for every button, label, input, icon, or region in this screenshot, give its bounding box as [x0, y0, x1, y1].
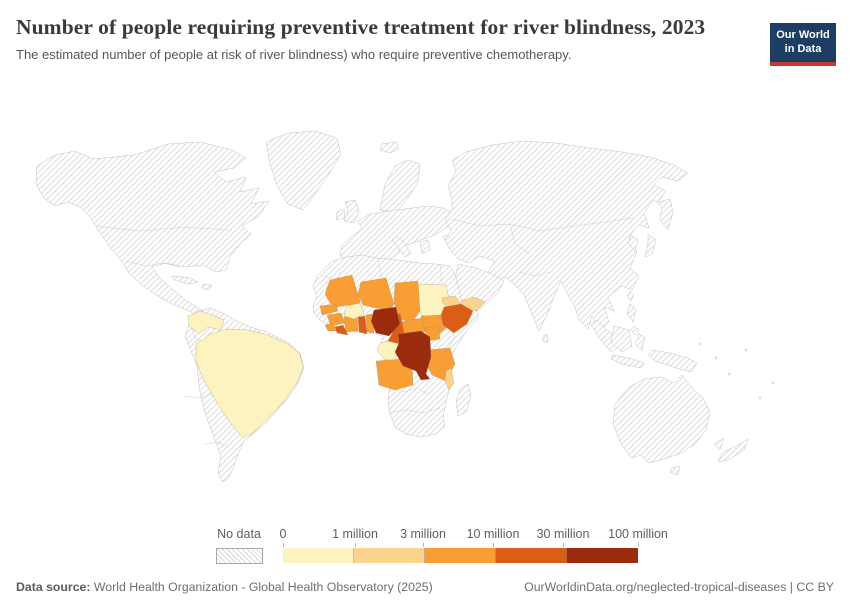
attribution-link[interactable]: OurWorldinData.org/neglected-tropical-di…: [524, 580, 834, 594]
landmass-north-america[interactable]: [35, 141, 270, 320]
landmass-new-zealand[interactable]: [713, 437, 749, 463]
legend-tickmark: [493, 543, 494, 547]
owid-logo-line2: in Data: [784, 42, 822, 55]
legend-tickmark: [355, 543, 356, 547]
owid-logo-line1: Our World: [776, 29, 830, 41]
legend-tick-5: 100 million: [608, 527, 668, 541]
landmass-greenland[interactable]: [265, 130, 342, 211]
landmass-sumatra[interactable]: [590, 319, 619, 353]
legend-tick-4: 30 million: [536, 527, 590, 541]
country-drc[interactable]: [394, 330, 432, 381]
legend-tickmark: [563, 543, 564, 547]
landmass-australia[interactable]: [612, 374, 711, 464]
landmass-sulawesi[interactable]: [634, 333, 646, 352]
landmass-ireland[interactable]: [335, 208, 346, 221]
chart-subtitle: The estimated number of people at risk o…: [16, 47, 572, 63]
data-source-line: Data source: World Health Organization -…: [16, 580, 433, 596]
legend-bin-1[interactable]: [354, 548, 425, 563]
country-venezuela[interactable]: [187, 310, 225, 335]
country-senegal[interactable]: [319, 303, 339, 316]
chart-footer: Data source: World Health Organization -…: [16, 580, 834, 596]
country-cote-divoire[interactable]: [343, 315, 359, 333]
legend-tickmark: [283, 543, 284, 547]
legend-color-bar[interactable]: [283, 548, 638, 563]
landmass-sri-lanka[interactable]: [542, 333, 549, 343]
no-data-swatch[interactable]: [216, 548, 263, 564]
legend-bin-4[interactable]: [567, 548, 638, 563]
landmass-japan[interactable]: [644, 233, 657, 258]
legend-bin-3[interactable]: [496, 548, 567, 563]
legend-tickmark: [638, 543, 639, 547]
landmass-scandinavia[interactable]: [379, 159, 421, 213]
map-legend: No data 0 1 million 3 million 10 million…: [0, 524, 850, 572]
legend-tickmark: [423, 543, 424, 547]
landmass-greece[interactable]: [419, 239, 431, 255]
country-ghana[interactable]: [357, 315, 368, 335]
page-title: Number of people requiring preventive tr…: [16, 15, 706, 39]
no-data-label: No data: [217, 527, 261, 541]
landmass-iceland[interactable]: [379, 141, 400, 154]
landmass-hispaniola[interactable]: [201, 283, 213, 291]
landmass-borneo[interactable]: [610, 325, 633, 353]
landmass-philippines[interactable]: [626, 303, 640, 336]
legend-bin-0[interactable]: [283, 548, 354, 563]
landmass-korea[interactable]: [627, 234, 639, 252]
legend-tick-2: 3 million: [400, 527, 446, 541]
owid-logo: Our World in Data: [770, 23, 836, 66]
country-borders: [94, 217, 634, 448]
world-map[interactable]: [0, 116, 850, 524]
landmass-tasmania[interactable]: [669, 465, 681, 476]
legend-bin-2[interactable]: [425, 548, 496, 563]
landmass-taiwan[interactable]: [626, 290, 635, 302]
landmass-italy[interactable]: [391, 235, 412, 258]
data-source-label: Data source:: [16, 580, 91, 594]
landmass-madagascar[interactable]: [455, 383, 472, 417]
landmass-new-guinea[interactable]: [647, 349, 698, 373]
legend-tick-3: 10 million: [466, 527, 520, 541]
pacific-islands: [698, 342, 775, 400]
country-mali[interactable]: [324, 274, 361, 309]
country-ethiopia[interactable]: [440, 303, 474, 334]
country-sierra-leone[interactable]: [324, 322, 337, 332]
data-source-value: World Health Organization - Global Healt…: [90, 580, 433, 594]
landmass-great-britain[interactable]: [343, 199, 360, 224]
landmass-java[interactable]: [610, 354, 645, 369]
legend-tick-1: 1 million: [332, 527, 378, 541]
country-nigeria[interactable]: [370, 306, 401, 337]
country-burkina-faso[interactable]: [343, 302, 365, 320]
country-brazil[interactable]: [195, 328, 304, 439]
country-liberia[interactable]: [334, 324, 349, 336]
country-malawi[interactable]: [444, 367, 455, 391]
landmass-cuba[interactable]: [171, 275, 199, 285]
legend-tick-0: 0: [279, 527, 287, 541]
